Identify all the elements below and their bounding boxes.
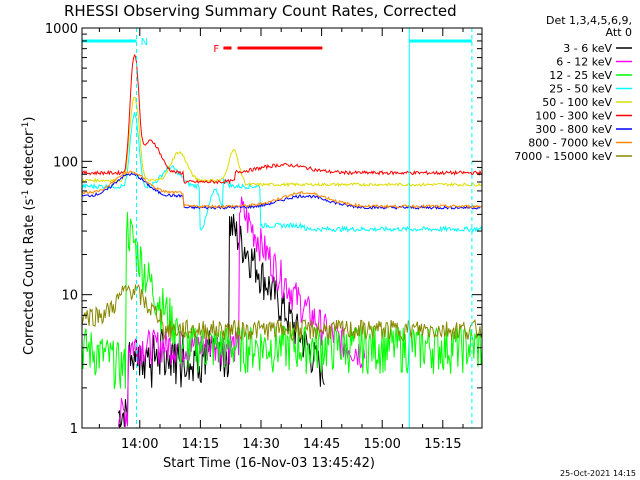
footer-date: 25-Oct-2021 14:15 bbox=[560, 469, 636, 478]
x-tick-label: 15:15 bbox=[424, 437, 461, 452]
legend-header-line-1: Det 1,3,4,5,6,9, bbox=[546, 14, 632, 27]
legend-label-3: 12 - 25 keV bbox=[549, 69, 612, 82]
x-tick-label: 14:00 bbox=[121, 437, 158, 452]
y-tick-label: 10 bbox=[61, 289, 78, 304]
legend-label-8: 800 - 7000 keV bbox=[528, 137, 612, 150]
series-line-2 bbox=[117, 196, 366, 427]
series-line-7 bbox=[81, 172, 482, 210]
legend-label-2: 6 - 12 keV bbox=[556, 56, 612, 69]
chart-title: RHESSI Observing Summary Count Rates, Co… bbox=[64, 2, 457, 20]
legend-label-9: 7000 - 15000 keV bbox=[514, 150, 612, 163]
series-layer bbox=[81, 53, 483, 428]
y-axis-label: Corrected Count Rate (s-1 detector-1) bbox=[21, 117, 37, 355]
series-line-8 bbox=[81, 170, 483, 209]
legend-label-6: 100 - 300 keV bbox=[535, 110, 612, 123]
x-tick-label: 14:15 bbox=[182, 437, 219, 452]
series-line-1 bbox=[117, 214, 325, 428]
y-tick-label: 100 bbox=[53, 155, 78, 170]
series-line-5 bbox=[81, 96, 483, 188]
x-tick-label: 14:45 bbox=[303, 437, 340, 452]
tick-layer: 14:00 14:15 14:30 14:45 15:00 15:15 1 10 100 1000 bbox=[45, 22, 482, 452]
x-axis-label: Start Time (16-Nov-03 13:45:42) bbox=[163, 456, 375, 471]
y-tick-label: 1 bbox=[70, 422, 78, 437]
legend-label-1: 3 - 6 keV bbox=[563, 42, 612, 55]
legend-header-line-2: Att 0 bbox=[606, 26, 632, 39]
series-line-3 bbox=[81, 211, 483, 390]
legend-label-7: 300 - 800 keV bbox=[535, 123, 612, 136]
legend-label-4: 25 - 50 keV bbox=[549, 83, 612, 96]
night-label: N bbox=[141, 37, 148, 48]
x-tick-label: 14:30 bbox=[242, 437, 279, 452]
legend-label-5: 50 - 100 keV bbox=[542, 96, 612, 109]
x-tick-label: 15:00 bbox=[363, 437, 400, 452]
y-tick-label: 1000 bbox=[45, 22, 78, 37]
plot-frame bbox=[81, 27, 483, 429]
series-line-6 bbox=[81, 53, 483, 185]
series-line-9 bbox=[81, 284, 483, 342]
flare-label: F bbox=[213, 44, 219, 55]
marker-layer: NF bbox=[82, 28, 473, 428]
